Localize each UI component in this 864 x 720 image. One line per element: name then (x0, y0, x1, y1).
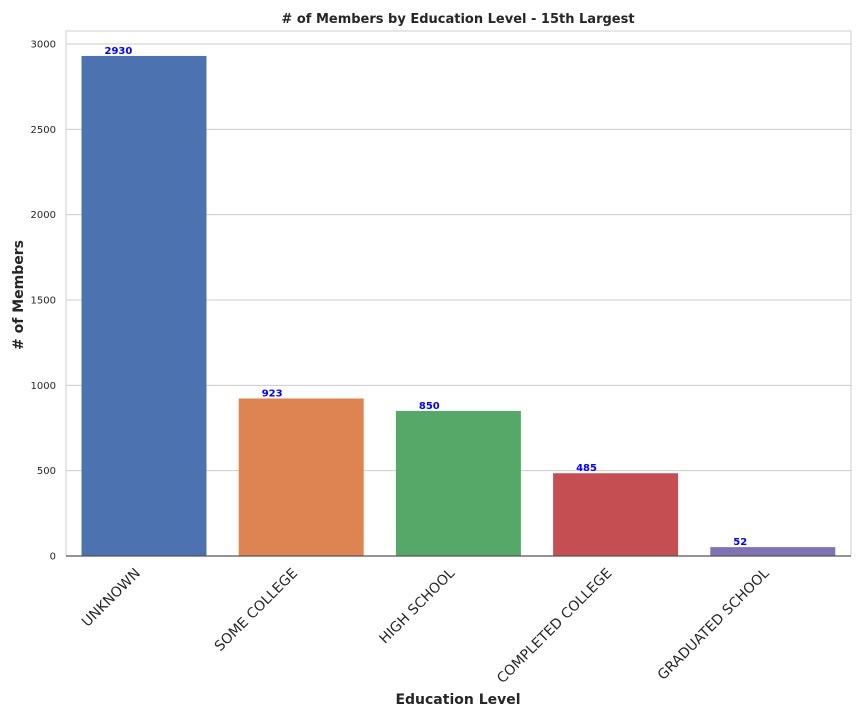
x-tick-labels: UNKNOWN SOME COLLEGE HIGH SCHOOL COMPLETED … (79, 565, 773, 686)
data-label: 52 (733, 537, 747, 548)
data-label: 850 (419, 401, 440, 412)
plot-frame (65, 30, 852, 556)
y-axis-label: # of Members (11, 240, 27, 350)
x-tick-label: COMPLETED COLLEGE (494, 566, 615, 687)
y-tick-label: 2500 (31, 125, 56, 136)
data-label: 2930 (105, 46, 133, 57)
x-axis-label: Education Level (395, 692, 520, 708)
y-tick-label: 3000 (31, 40, 56, 51)
chart-title: # of Members by Education Level - 15th L… (281, 12, 634, 27)
data-label: 923 (262, 388, 283, 399)
y-tick-label: 2000 (31, 210, 56, 221)
y-tick-label: 1000 (31, 381, 56, 392)
x-tick-label: GRADUATED SCHOOL (655, 565, 773, 683)
y-tick-label: 1500 (31, 296, 56, 307)
bar-high-school (395, 410, 521, 556)
data-labels: 2930 923 850 485 52 (105, 46, 748, 548)
x-tick-label: HIGH SCHOOL (377, 565, 459, 647)
y-tick-label: 0 (50, 552, 56, 563)
bars (81, 55, 836, 557)
bar-completed-college (553, 473, 679, 556)
y-tick-label: 500 (37, 466, 56, 477)
bar-graduated-school (710, 547, 836, 556)
bar-unknown (81, 55, 207, 557)
data-label: 485 (576, 463, 597, 474)
bar-some-college (238, 398, 364, 556)
x-tick-label: SOME COLLEGE (212, 566, 301, 655)
y-tick-labels: 0 500 1000 1500 2000 2500 3000 (31, 40, 56, 563)
x-tick-label: UNKNOWN (79, 566, 144, 631)
